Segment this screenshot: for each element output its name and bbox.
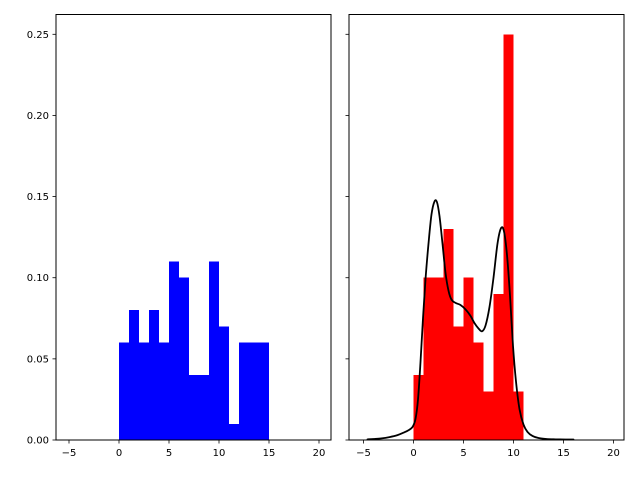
right-subplot: −5 0 5 10 15 20	[345, 14, 625, 459]
x-tick-label: 5	[460, 448, 466, 459]
histogram-bar	[443, 229, 454, 440]
x-tick-label: 0	[116, 448, 122, 459]
right-x-axis: −5 0 5 10 15 20	[356, 440, 620, 459]
left-axes-face	[56, 14, 331, 440]
y-tick-label: 0.00	[27, 436, 49, 447]
histogram-bar	[239, 342, 249, 440]
x-tick-label: 15	[263, 448, 276, 459]
histogram-bar	[413, 375, 424, 440]
histogram-bar	[433, 277, 444, 440]
y-tick-label: 0.20	[27, 111, 49, 122]
x-tick-label: 10	[213, 448, 226, 459]
x-tick-label: 5	[166, 448, 172, 459]
right-axes-spines	[348, 14, 625, 441]
histogram-bar	[149, 310, 159, 440]
histogram-bar	[179, 277, 189, 440]
histogram-bar	[259, 342, 269, 440]
histogram-bar	[453, 326, 464, 440]
histogram-bar	[473, 342, 484, 440]
histogram-bar	[139, 342, 149, 440]
right-histogram-bars	[413, 34, 524, 441]
histogram-bar	[249, 342, 259, 440]
y-tick-label: 0.10	[27, 273, 49, 284]
histogram-bar	[159, 342, 169, 440]
x-tick-label: 20	[313, 448, 326, 459]
histogram-bar	[513, 391, 524, 440]
histogram-bar	[463, 277, 474, 440]
left-histogram-bars	[119, 261, 269, 440]
histogram-bar	[189, 375, 199, 440]
right-axes-face	[349, 14, 624, 440]
histogram-bar	[119, 342, 129, 440]
histogram-bar	[169, 261, 179, 440]
x-tick-label: 15	[557, 448, 570, 459]
left-axes-spines	[55, 14, 332, 441]
x-tick-label: 10	[507, 448, 520, 459]
left-x-axis: −5 0 5 10 15 20	[62, 440, 326, 459]
x-tick-label: −5	[356, 448, 371, 459]
right-y-axis	[345, 33, 349, 441]
kde-curve	[366, 199, 575, 441]
histogram-bar	[209, 261, 219, 440]
x-tick-label: −5	[62, 448, 77, 459]
y-tick-label: 0.15	[27, 192, 49, 203]
histogram-bar	[219, 326, 229, 440]
histogram-bar	[503, 34, 514, 441]
histogram-bar	[129, 310, 139, 440]
histogram-bar	[423, 277, 434, 440]
left-y-axis: 0.00 0.05 0.10 0.15 0.20 0.25	[27, 30, 56, 447]
histogram-bar	[229, 423, 239, 440]
y-tick-label: 0.05	[27, 354, 49, 365]
x-tick-label: 0	[410, 448, 416, 459]
histogram-bar	[493, 293, 504, 440]
histogram-bar	[483, 391, 494, 440]
x-tick-label: 20	[607, 448, 620, 459]
left-subplot: −5 0 5 10 15 20 0.00 0.05 0.10 0.15 0.20 0.25	[27, 14, 332, 459]
y-tick-label: 0.25	[27, 30, 49, 41]
histogram-bar	[199, 375, 209, 440]
